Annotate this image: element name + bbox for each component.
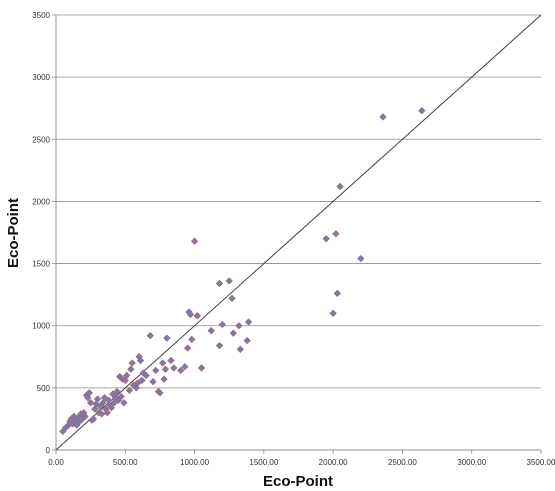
data-point bbox=[136, 356, 145, 365]
data-point bbox=[158, 359, 167, 367]
data-point bbox=[81, 412, 89, 421]
y-tick-label: 1500 bbox=[32, 260, 50, 269]
data-point bbox=[176, 366, 185, 375]
data-point bbox=[103, 408, 112, 417]
data-point bbox=[167, 356, 175, 365]
diagonal-line bbox=[55, 14, 542, 451]
data-point bbox=[228, 294, 236, 303]
data-point bbox=[91, 405, 99, 413]
data-point bbox=[92, 400, 100, 408]
reference-line bbox=[55, 14, 542, 451]
y-tick-label: 2500 bbox=[32, 135, 50, 144]
data-point bbox=[379, 113, 387, 121]
x-tick-label: 3500.00 bbox=[527, 458, 555, 467]
data-point bbox=[215, 341, 224, 350]
axes bbox=[52, 14, 542, 454]
y-tick-label: 500 bbox=[37, 384, 51, 393]
data-point bbox=[418, 106, 426, 115]
data-point bbox=[152, 366, 160, 375]
data-point bbox=[93, 395, 102, 403]
data-point bbox=[85, 389, 94, 397]
data-point bbox=[142, 371, 150, 380]
data-point bbox=[138, 376, 146, 385]
data-point bbox=[322, 234, 330, 243]
data-point bbox=[193, 312, 202, 320]
data-point bbox=[329, 309, 337, 318]
data-point bbox=[128, 359, 136, 367]
x-tick-label: 1000.00 bbox=[180, 458, 209, 467]
data-point bbox=[160, 375, 168, 383]
data-point bbox=[163, 334, 171, 342]
data-point bbox=[186, 310, 195, 319]
data-point bbox=[229, 329, 238, 337]
y-tick-label: 2000 bbox=[32, 197, 50, 206]
data-point bbox=[113, 387, 121, 396]
x-tick-label: 2000.00 bbox=[319, 458, 348, 467]
tick-labels: 0 500 1000 1500 2000 2500 3000 3500 0.00 500.00 10… bbox=[32, 11, 555, 467]
data-point bbox=[357, 254, 365, 263]
data-point bbox=[89, 415, 98, 423]
data-point bbox=[107, 403, 116, 412]
data-point bbox=[225, 277, 233, 285]
data-point bbox=[197, 364, 206, 372]
data-point bbox=[188, 335, 196, 344]
data-point bbox=[122, 371, 131, 380]
data-point bbox=[99, 399, 107, 407]
data-point bbox=[333, 289, 342, 298]
y-tick-label: 1000 bbox=[32, 322, 50, 331]
data-point bbox=[120, 399, 128, 407]
y-axis-title: Eco-Point bbox=[5, 198, 22, 268]
data-point bbox=[244, 318, 253, 326]
data-point bbox=[243, 336, 251, 345]
data-point bbox=[235, 321, 243, 330]
x-tick-label: 0.00 bbox=[48, 458, 64, 467]
x-tick-label: 500.00 bbox=[113, 458, 138, 467]
x-axis-title: Eco-Point bbox=[263, 473, 333, 490]
data-point bbox=[86, 399, 95, 407]
y-tick-label: 0 bbox=[46, 446, 51, 455]
gridlines bbox=[56, 14, 541, 389]
x-tick-label: 2500.00 bbox=[388, 458, 417, 467]
data-point bbox=[332, 229, 340, 238]
data-point bbox=[146, 331, 154, 340]
data-point bbox=[183, 344, 192, 352]
data-point bbox=[207, 326, 215, 335]
data-point bbox=[336, 182, 344, 191]
x-tick-label: 1500.00 bbox=[249, 458, 278, 467]
data-point bbox=[125, 386, 134, 395]
data-point bbox=[127, 365, 135, 373]
data-point bbox=[161, 365, 170, 373]
data-point bbox=[181, 362, 189, 371]
y-tick-label: 3000 bbox=[32, 73, 50, 82]
data-point bbox=[236, 345, 245, 354]
data-point bbox=[156, 389, 164, 397]
y-tick-label: 3500 bbox=[32, 11, 50, 20]
data-point bbox=[170, 364, 178, 372]
x-tick-label: 3000.00 bbox=[457, 458, 486, 467]
data-points bbox=[59, 106, 426, 436]
data-point bbox=[215, 279, 224, 288]
data-point bbox=[149, 377, 157, 386]
data-point bbox=[190, 237, 199, 245]
data-point bbox=[218, 320, 227, 329]
data-point bbox=[117, 392, 125, 401]
